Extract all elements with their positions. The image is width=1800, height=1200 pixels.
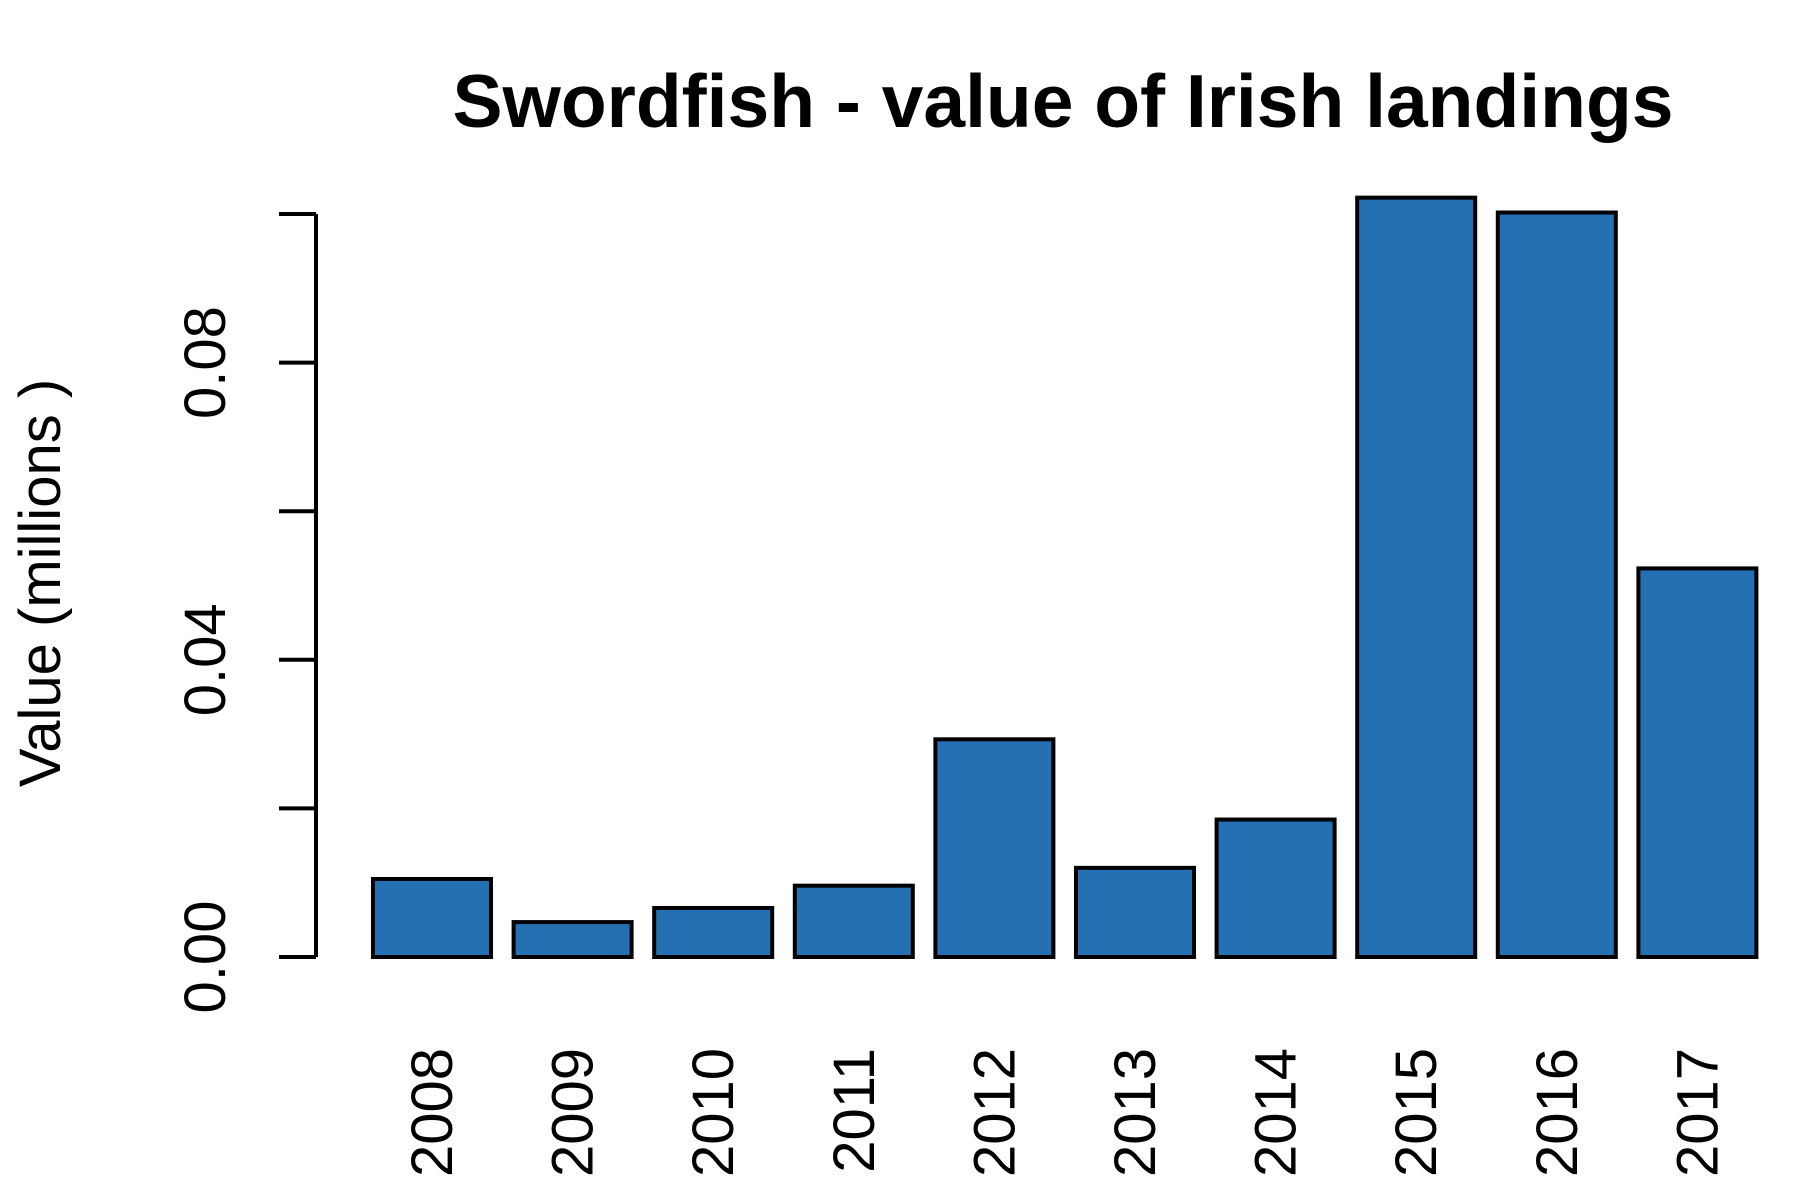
chart-title: Swordfish - value of Irish landings [453,59,1674,143]
y-tick-label: 0.04 [173,603,238,716]
x-tick-label-2008: 2008 [400,1048,465,1177]
x-tick-label-2016: 2016 [1525,1048,1590,1177]
y-tick-label: 0.00 [173,901,238,1014]
x-tick-label-2010: 2010 [681,1048,746,1177]
bar-2013 [1074,865,1196,960]
y-axis-label: Value (millions ) [8,379,73,787]
bar-2012 [933,737,1056,960]
x-tick-label-2009: 2009 [541,1048,606,1177]
y-tick-label: 0.08 [173,306,238,419]
bar-2016 [1495,210,1618,960]
bar-2011 [792,883,915,959]
bar-2015 [1355,195,1478,960]
bar-2009 [511,920,634,959]
bars-group [371,195,1759,960]
bar-2008 [371,876,493,959]
x-tick-label-2014: 2014 [1244,1048,1309,1177]
x-axis-tick-labels: 2008 2009 2010 2011 2012 2013 2014 2015 2016 2017 [400,1048,1730,1177]
x-tick-label-2011: 2011 [822,1048,887,1173]
x-tick-label-2017: 2017 [1665,1048,1730,1177]
x-tick-label-2015: 2015 [1384,1048,1449,1177]
x-tick-label-2012: 2012 [962,1048,1027,1177]
y-axis: 0.00 0.04 0.08 [173,212,318,1014]
bar-2017 [1636,566,1759,959]
bar-2014 [1214,817,1337,959]
x-tick-label-2013: 2013 [1103,1048,1168,1177]
bar-2010 [652,905,775,959]
